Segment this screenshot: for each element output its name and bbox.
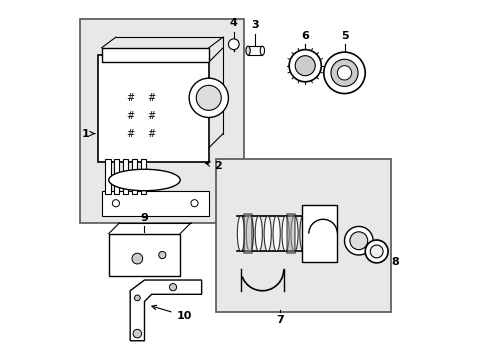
Ellipse shape xyxy=(245,46,250,55)
Circle shape xyxy=(330,59,357,86)
Circle shape xyxy=(369,245,382,258)
Ellipse shape xyxy=(246,216,253,251)
Circle shape xyxy=(323,52,365,94)
Bar xyxy=(244,214,251,253)
Ellipse shape xyxy=(260,46,264,55)
Ellipse shape xyxy=(299,216,306,251)
Circle shape xyxy=(169,284,176,291)
Text: #: # xyxy=(126,111,134,121)
Ellipse shape xyxy=(255,216,262,251)
Text: 1: 1 xyxy=(81,129,95,139)
Text: 3: 3 xyxy=(251,20,259,30)
Circle shape xyxy=(196,85,221,111)
Bar xyxy=(80,19,244,223)
Text: #: # xyxy=(126,93,134,103)
Circle shape xyxy=(189,78,228,117)
Bar xyxy=(102,191,208,216)
Ellipse shape xyxy=(237,216,244,251)
Bar xyxy=(287,214,294,253)
Circle shape xyxy=(337,66,351,80)
Circle shape xyxy=(349,232,367,249)
Ellipse shape xyxy=(290,216,298,251)
Text: #: # xyxy=(147,129,155,139)
Text: 9: 9 xyxy=(140,213,148,223)
Bar xyxy=(123,158,128,194)
Bar xyxy=(105,158,110,194)
Bar xyxy=(247,46,262,55)
Circle shape xyxy=(133,329,142,338)
Circle shape xyxy=(159,251,165,258)
Bar xyxy=(216,158,390,312)
Circle shape xyxy=(190,200,198,207)
Polygon shape xyxy=(130,280,201,341)
Bar xyxy=(301,205,337,262)
Circle shape xyxy=(295,56,315,76)
Text: 8: 8 xyxy=(374,253,398,267)
Bar xyxy=(98,55,208,162)
Text: #: # xyxy=(147,111,155,121)
Circle shape xyxy=(132,253,142,264)
Text: #: # xyxy=(147,93,155,103)
Circle shape xyxy=(344,226,372,255)
Circle shape xyxy=(112,200,119,207)
Circle shape xyxy=(365,240,387,263)
Circle shape xyxy=(228,39,239,50)
Text: 4: 4 xyxy=(229,18,237,28)
Ellipse shape xyxy=(282,216,288,251)
Text: 7: 7 xyxy=(276,315,284,325)
Text: 5: 5 xyxy=(340,31,347,41)
Bar xyxy=(114,158,119,194)
Ellipse shape xyxy=(272,216,280,251)
Bar xyxy=(132,158,137,194)
Bar xyxy=(102,48,208,62)
Circle shape xyxy=(134,295,140,301)
Text: 2: 2 xyxy=(205,161,222,171)
Text: 10: 10 xyxy=(152,305,192,321)
Text: #: # xyxy=(126,129,134,139)
Circle shape xyxy=(288,50,321,82)
Bar xyxy=(141,158,146,194)
Ellipse shape xyxy=(108,169,180,191)
Ellipse shape xyxy=(264,216,271,251)
Bar xyxy=(108,234,180,276)
Text: 6: 6 xyxy=(301,31,308,41)
